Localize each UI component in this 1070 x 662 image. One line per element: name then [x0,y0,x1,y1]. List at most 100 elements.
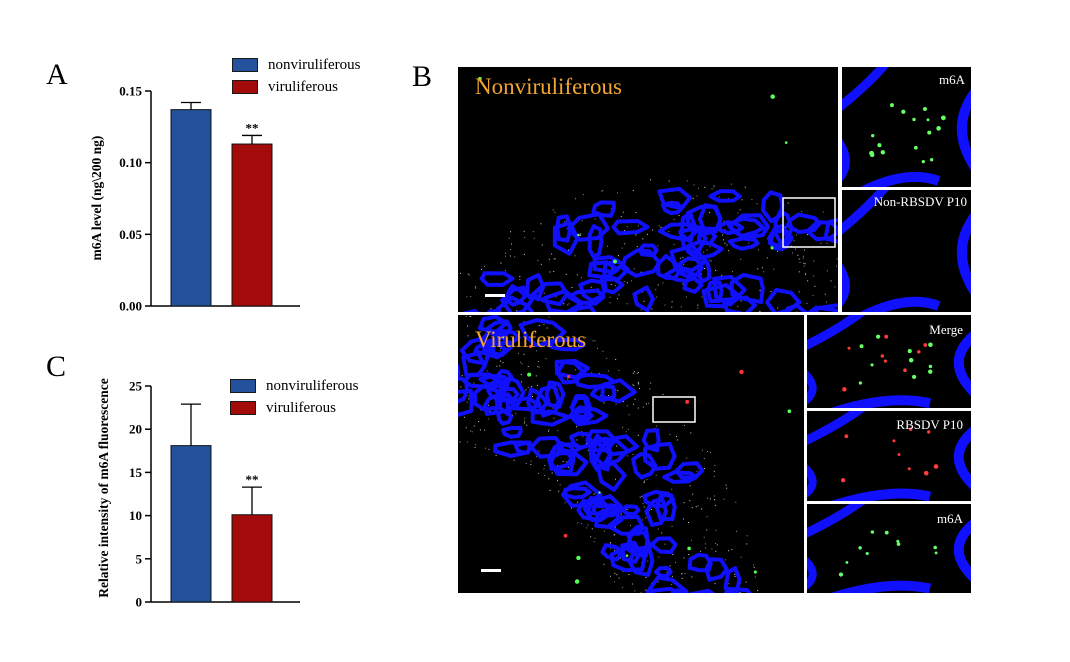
cell-outline [685,240,724,261]
fluorescent-dot [625,554,629,557]
speckle [469,315,471,317]
speckle [795,234,797,236]
speckle [613,581,615,583]
speckle [602,190,604,192]
y-tick-label: 0.00 [119,299,142,314]
cell-outline [544,380,566,409]
speckle [466,441,468,443]
fluorescent-dot [858,546,862,550]
speckle [581,431,583,433]
speckle [802,255,804,257]
cell-outline [687,588,716,593]
speckle [637,434,639,436]
speckle [728,583,730,585]
speckle [791,245,793,247]
speckle [635,234,637,236]
speckle [763,271,765,273]
speckle [643,300,645,302]
speckle [671,488,673,490]
speckle [642,503,644,505]
speckle [508,237,510,239]
speckle [642,406,644,408]
speckle [615,358,617,360]
speckle [547,430,549,432]
speckle [523,353,525,355]
speckle [633,371,635,373]
speckle [635,211,637,213]
speckle [737,212,739,214]
cell-outline [602,259,630,282]
speckle [626,226,628,228]
speckle [715,542,717,544]
fluorescent-dot [870,363,874,367]
fluorescent-dot [687,546,691,551]
fluorescent-dot [908,357,914,363]
cell-outline [697,260,711,284]
fluorescent-dot [884,530,889,535]
speckle [806,303,808,305]
speckle [554,211,556,213]
speckle [646,233,648,235]
bar-viruliferous [231,514,273,603]
speckle [650,179,652,181]
speckle [621,247,623,249]
speckle [580,277,582,279]
cell-outline [542,337,587,352]
fluorescent-dot [784,141,788,144]
speckle [553,417,555,419]
speckle [748,242,750,244]
speckle [641,495,643,497]
speckle [631,280,633,282]
bar-nonviruliferous [170,445,212,603]
speckle [620,216,622,218]
cell-outline [641,428,661,453]
fluorescent-dot [842,387,847,392]
speckle [475,287,477,289]
speckle [736,530,738,532]
speckle [655,474,657,476]
speckle [746,543,748,545]
speckle [679,257,681,259]
fluorescent-dot [865,551,869,556]
speckle [537,360,539,362]
fluorescent-dot [928,364,933,369]
speckle [626,282,628,284]
speckle [633,384,635,386]
speckle [640,271,642,273]
speckle [701,508,703,510]
cell-outline [591,200,616,218]
speckle [643,506,645,508]
speckle [614,572,616,574]
cell-outline [595,461,627,492]
fluorescent-dot [845,560,849,564]
speckle [592,340,594,342]
speckle [524,420,526,422]
membrane [860,171,941,187]
speckle [700,550,702,552]
speckle [598,372,600,374]
speckle [470,296,472,298]
speckle [836,265,838,267]
speckle [746,535,748,537]
speckle [517,352,519,354]
cell-outline [773,209,794,246]
speckle [703,251,705,253]
speckle [689,500,691,502]
fluorescent-dot [907,349,912,354]
speckle [704,267,706,269]
speckle [603,563,605,565]
fluorescent-dot [923,470,929,476]
speckle [616,574,618,576]
speckle [609,575,611,577]
y-axis-label: m6A level (ng\200 ng) [89,136,104,261]
speckle [711,188,713,190]
speckle [658,225,660,227]
speckle [622,586,624,588]
fluorescent-dot [840,477,846,483]
speckle [757,268,759,270]
speckle [538,450,540,452]
speckle [713,475,715,477]
speckle [609,302,611,304]
speckle [525,389,527,391]
